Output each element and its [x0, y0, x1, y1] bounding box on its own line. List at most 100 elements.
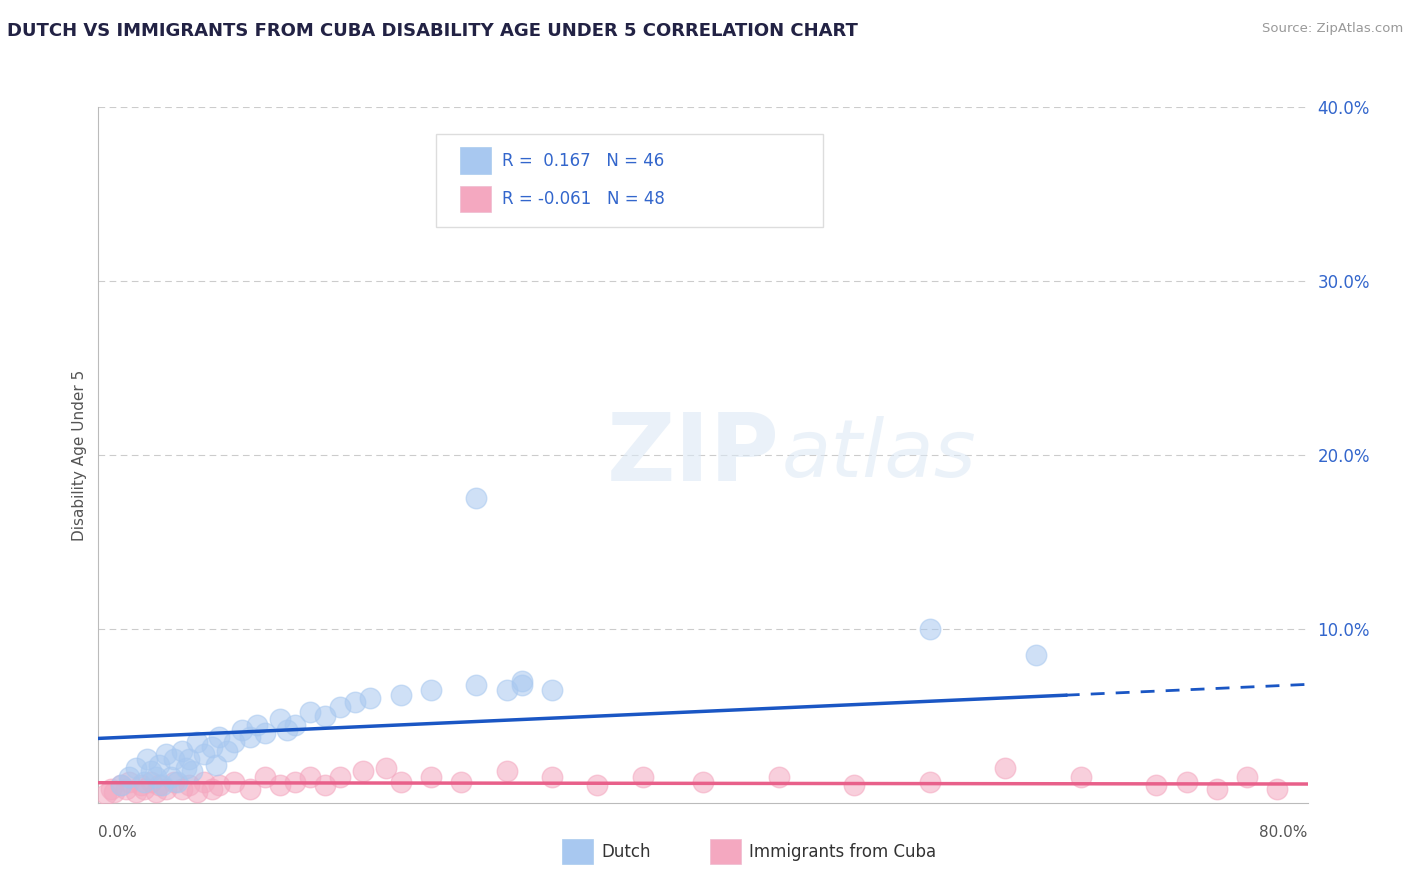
Point — [114, 781, 136, 796]
Y-axis label: Disability Age Under 5: Disability Age Under 5 — [72, 369, 87, 541]
Point — [141, 775, 163, 789]
Point — [389, 688, 412, 702]
Point — [100, 781, 122, 796]
Point — [918, 622, 941, 636]
Point — [419, 770, 441, 784]
Point — [284, 717, 307, 731]
Point — [768, 770, 790, 784]
Point — [495, 764, 517, 779]
Point — [299, 706, 322, 720]
Point — [129, 778, 152, 792]
Text: Dutch: Dutch — [602, 843, 651, 861]
Point — [1236, 770, 1258, 784]
Point — [118, 770, 141, 784]
Point — [94, 787, 117, 801]
Point — [239, 781, 262, 796]
Point — [246, 717, 269, 731]
Point — [141, 764, 163, 779]
Point — [181, 764, 204, 779]
Point — [994, 761, 1017, 775]
Point — [495, 682, 517, 697]
Point — [224, 775, 246, 789]
Text: Immigrants from Cuba: Immigrants from Cuba — [749, 843, 936, 861]
Point — [299, 770, 322, 784]
Point — [465, 491, 488, 506]
Point — [201, 740, 224, 755]
Point — [205, 757, 228, 772]
Point — [389, 775, 412, 789]
Point — [170, 781, 193, 796]
Point — [160, 770, 183, 784]
Point — [1265, 781, 1288, 796]
Point — [844, 778, 866, 792]
Point — [1070, 770, 1092, 784]
Point — [150, 778, 173, 792]
Point — [314, 708, 336, 723]
Text: R = -0.061   N = 48: R = -0.061 N = 48 — [502, 190, 665, 208]
Point — [540, 770, 562, 784]
Point — [284, 775, 307, 789]
Point — [374, 761, 396, 775]
Point — [352, 764, 374, 779]
Point — [586, 778, 609, 792]
Point — [215, 744, 238, 758]
Text: DUTCH VS IMMIGRANTS FROM CUBA DISABILITY AGE UNDER 5 CORRELATION CHART: DUTCH VS IMMIGRANTS FROM CUBA DISABILITY… — [7, 22, 858, 40]
Text: atlas: atlas — [782, 416, 976, 494]
Point — [163, 752, 186, 766]
Text: 80.0%: 80.0% — [1260, 825, 1308, 840]
Point — [201, 781, 224, 796]
Point — [224, 735, 246, 749]
Point — [1206, 781, 1229, 796]
Point — [135, 752, 157, 766]
Point — [314, 778, 336, 792]
Point — [239, 730, 262, 744]
Point — [145, 770, 167, 784]
Point — [1144, 778, 1167, 792]
Point — [419, 682, 441, 697]
Point — [329, 770, 352, 784]
Point — [125, 785, 148, 799]
Point — [186, 735, 208, 749]
Point — [163, 775, 186, 789]
Point — [193, 775, 215, 789]
Point — [276, 723, 298, 737]
Point — [253, 726, 276, 740]
Text: Source: ZipAtlas.com: Source: ZipAtlas.com — [1263, 22, 1403, 36]
Point — [1024, 648, 1046, 662]
Point — [132, 775, 155, 789]
Point — [110, 778, 132, 792]
Point — [631, 770, 654, 784]
Point — [1175, 775, 1198, 789]
Point — [692, 775, 714, 789]
Point — [155, 747, 177, 761]
Text: R =  0.167   N = 46: R = 0.167 N = 46 — [502, 152, 664, 169]
Point — [344, 695, 367, 709]
Point — [148, 757, 170, 772]
Point — [110, 778, 132, 792]
Point — [465, 677, 488, 691]
Point — [170, 744, 193, 758]
Point — [186, 785, 208, 799]
Point — [118, 775, 141, 789]
Point — [177, 752, 201, 766]
Text: ZIP: ZIP — [606, 409, 779, 501]
Point — [132, 781, 155, 796]
Point — [166, 775, 188, 789]
Text: 0.0%: 0.0% — [98, 825, 138, 840]
Point — [148, 778, 170, 792]
Point — [253, 770, 276, 784]
Point — [208, 730, 231, 744]
Point — [269, 778, 291, 792]
Point — [360, 691, 382, 706]
Point — [540, 682, 562, 697]
Point — [329, 700, 352, 714]
Point — [103, 785, 125, 799]
Point — [177, 778, 201, 792]
Point — [145, 785, 167, 799]
Point — [174, 761, 197, 775]
Point — [125, 761, 148, 775]
Point — [193, 747, 215, 761]
Point — [269, 712, 291, 726]
Point — [918, 775, 941, 789]
Point — [510, 677, 533, 691]
